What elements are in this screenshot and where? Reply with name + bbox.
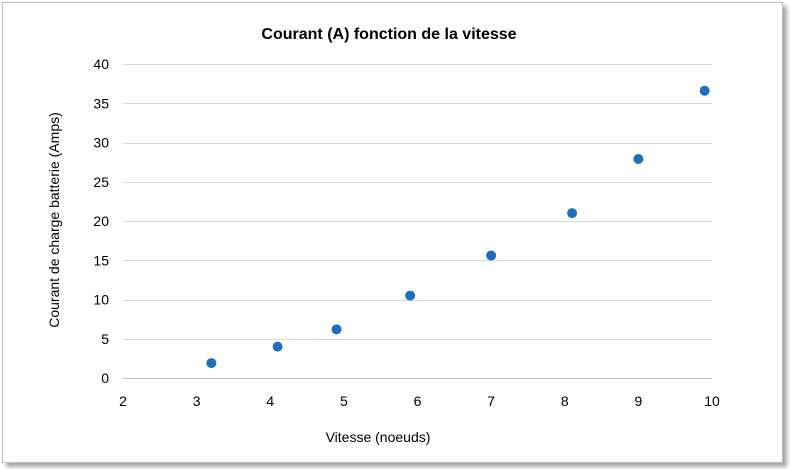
grid-lines bbox=[123, 64, 712, 340]
y-axis-label: Courant de charge batterie (Amps) bbox=[46, 112, 62, 328]
x-tick-label: 4 bbox=[266, 393, 274, 409]
y-tick-label: 30 bbox=[93, 135, 109, 151]
y-tick-label: 35 bbox=[93, 95, 109, 111]
x-tick-label: 2 bbox=[119, 393, 127, 409]
data-point bbox=[567, 208, 578, 219]
data-point bbox=[331, 324, 342, 335]
x-axis-label: Vitesse (noeuds) bbox=[326, 429, 431, 445]
x-tick-label: 6 bbox=[414, 393, 422, 409]
y-tick-label: 25 bbox=[93, 174, 109, 190]
data-point bbox=[206, 358, 217, 369]
data-points bbox=[206, 85, 710, 369]
chart-title: Courant (A) fonction de la vitesse bbox=[261, 26, 516, 43]
y-tick-label: 40 bbox=[93, 56, 109, 72]
y-tick-labels: 0 5 10 15 20 25 30 35 40 bbox=[93, 56, 109, 386]
chart-frame bbox=[2, 2, 783, 463]
data-point bbox=[272, 341, 283, 352]
data-point bbox=[633, 153, 644, 164]
x-tick-label: 5 bbox=[340, 393, 348, 409]
x-tick-labels: 2 3 4 5 6 7 8 9 10 bbox=[119, 393, 720, 409]
x-tick-label: 8 bbox=[561, 393, 569, 409]
y-tick-label: 10 bbox=[93, 292, 109, 308]
data-point bbox=[405, 290, 416, 301]
y-tick-label: 15 bbox=[93, 252, 109, 268]
y-tick-label: 0 bbox=[101, 370, 109, 386]
x-tick-label: 9 bbox=[634, 393, 642, 409]
y-tick-label: 5 bbox=[101, 331, 109, 347]
y-tick-label: 20 bbox=[93, 213, 109, 229]
x-tick-label: 7 bbox=[487, 393, 495, 409]
x-tick-label: 3 bbox=[193, 393, 201, 409]
data-point bbox=[699, 85, 710, 96]
data-point bbox=[486, 250, 497, 261]
x-tick-label: 10 bbox=[704, 393, 720, 409]
